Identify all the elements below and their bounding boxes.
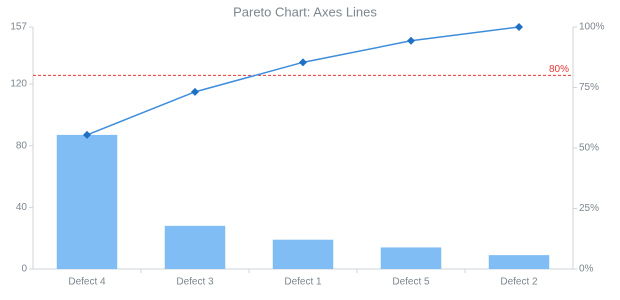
bar [56,134,118,269]
x-tick-label: Defect 1 [284,277,322,288]
y2-tick-label: 50% [579,143,599,154]
y-tick-label: 120 [10,79,27,90]
bar [272,239,334,269]
bar [380,247,442,269]
x-tick-label: Defect 5 [392,277,430,288]
x-tick-label: Defect 3 [176,277,214,288]
y2-tick-label: 75% [579,82,599,93]
y2-tick-label: 100% [579,22,605,33]
y-tick-label: 157 [10,22,27,33]
reference-label: 80% [549,64,569,75]
chart-title: Pareto Chart: Axes Lines [233,4,377,19]
bar [164,225,226,269]
x-tick-label: Defect 2 [500,277,538,288]
x-tick-label: Defect 4 [68,277,106,288]
y2-tick-label: 0% [579,264,594,275]
line [86,26,520,136]
bar [488,255,550,269]
y-tick-label: 0 [21,264,27,275]
line-marker [191,87,199,96]
line-marker [83,130,91,139]
line-marker [407,36,415,45]
y-tick-label: 40 [16,202,28,213]
line-marker [515,23,523,31]
y-tick-label: 80 [16,140,28,151]
y2-tick-label: 25% [579,203,599,214]
line-marker [299,58,307,67]
